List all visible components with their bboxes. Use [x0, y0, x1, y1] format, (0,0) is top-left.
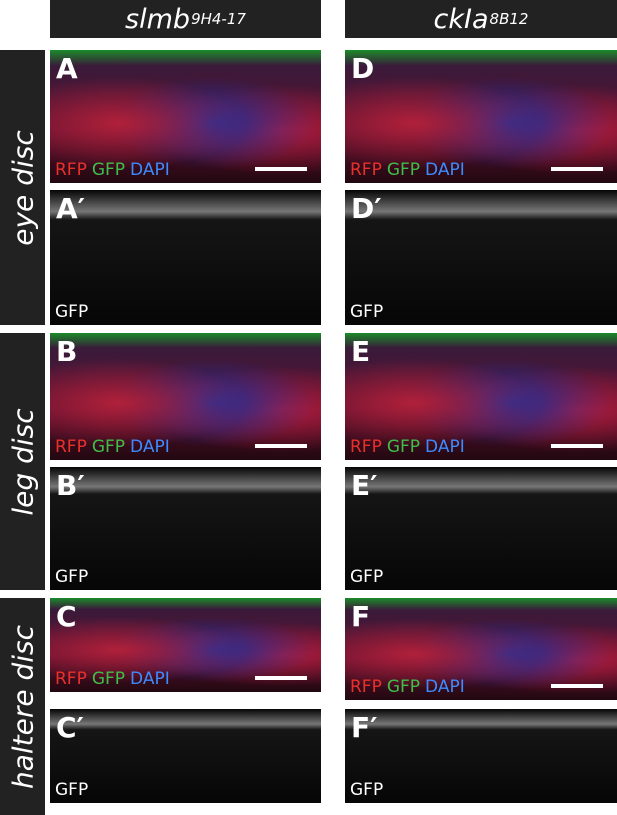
gene: slmb	[125, 3, 191, 35]
image-panel: F′ GFP	[345, 709, 617, 803]
allele: 9H4-17	[191, 10, 246, 28]
row-label-bar: leg disc	[0, 333, 45, 590]
scale-bar	[551, 167, 603, 171]
panel-letter: C	[56, 600, 77, 633]
row-label-bar: eye disc	[0, 50, 45, 325]
channel-labels: RFP GFP DAPI	[350, 437, 470, 457]
channel-label: GFP	[91, 160, 126, 180]
image-panel: B′ GFP	[50, 467, 321, 590]
panel-letter: B	[56, 335, 78, 368]
channel-label: DAPI	[425, 160, 465, 180]
channel-labels: GFP	[55, 302, 93, 322]
channel-label: GFP	[91, 437, 126, 457]
panel-letter: F′	[351, 711, 378, 744]
channel-labels: RFP GFP DAPI	[350, 677, 470, 697]
channel-label: RFP	[55, 160, 87, 180]
channel-label: DAPI	[130, 669, 170, 689]
allele: 8B12	[489, 10, 529, 28]
channel-label: DAPI	[130, 437, 170, 457]
channel-labels: GFP	[350, 302, 388, 322]
channel-label: GFP	[386, 160, 421, 180]
panel-letter: A′	[56, 192, 86, 225]
image-panel: D RFP GFP DAPI	[345, 50, 617, 183]
image-panel: D′ GFP	[345, 190, 617, 325]
column-header: slmb 9H4-17	[50, 0, 321, 38]
channel-labels: RFP GFP DAPI	[350, 160, 470, 180]
gene: ckIa	[433, 3, 489, 35]
panel-letter: F	[351, 600, 371, 633]
image-panel: B RFP GFP DAPI	[50, 333, 321, 460]
channel-label: GFP	[350, 302, 384, 322]
channel-label: DAPI	[130, 160, 170, 180]
panel-letter: D	[351, 52, 375, 85]
image-panel: C′ GFP	[50, 709, 321, 803]
image-panel: A′ GFP	[50, 190, 321, 325]
scale-bar	[551, 684, 603, 688]
panel-letter: D′	[351, 192, 382, 225]
row-label: eye disc	[6, 129, 39, 246]
panel-letter: B′	[56, 469, 85, 502]
scale-bar	[255, 167, 307, 171]
channel-label: DAPI	[425, 437, 465, 457]
channel-label: RFP	[350, 677, 382, 697]
channel-label: RFP	[55, 669, 87, 689]
row-label: leg disc	[6, 407, 39, 516]
channel-label: GFP	[386, 437, 421, 457]
panel-letter: C′	[56, 711, 84, 744]
image-panel: E RFP GFP DAPI	[345, 333, 617, 460]
channel-label: GFP	[91, 669, 126, 689]
channel-labels: RFP GFP DAPI	[55, 437, 175, 457]
channel-label: GFP	[350, 780, 384, 800]
row-label-bar: haltere disc	[0, 598, 45, 815]
channel-label: GFP	[55, 567, 89, 587]
panel-letter: E′	[351, 469, 378, 502]
channel-label: RFP	[55, 437, 87, 457]
channel-labels: GFP	[350, 567, 388, 587]
channel-label: GFP	[350, 567, 384, 587]
scale-bar	[255, 444, 307, 448]
channel-label: DAPI	[425, 677, 465, 697]
channel-label: RFP	[350, 437, 382, 457]
image-panel: E′ GFP	[345, 467, 617, 590]
scale-bar	[551, 444, 603, 448]
column-header: ckIa 8B12	[345, 0, 617, 38]
panel-letter: E	[351, 335, 371, 368]
image-panel: F RFP GFP DAPI	[345, 598, 617, 700]
channel-labels: RFP GFP DAPI	[55, 669, 175, 689]
row-label: haltere disc	[6, 624, 39, 789]
channel-labels: RFP GFP DAPI	[55, 160, 175, 180]
image-panel: C RFP GFP DAPI	[50, 598, 321, 692]
panel-letter: A	[56, 52, 78, 85]
channel-label: GFP	[55, 780, 89, 800]
channel-labels: GFP	[55, 780, 93, 800]
channel-label: RFP	[350, 160, 382, 180]
channel-labels: GFP	[350, 780, 388, 800]
scale-bar	[255, 676, 307, 680]
image-panel: A RFP GFP DAPI	[50, 50, 321, 183]
channel-label: GFP	[386, 677, 421, 697]
channel-labels: GFP	[55, 567, 93, 587]
channel-label: GFP	[55, 302, 89, 322]
